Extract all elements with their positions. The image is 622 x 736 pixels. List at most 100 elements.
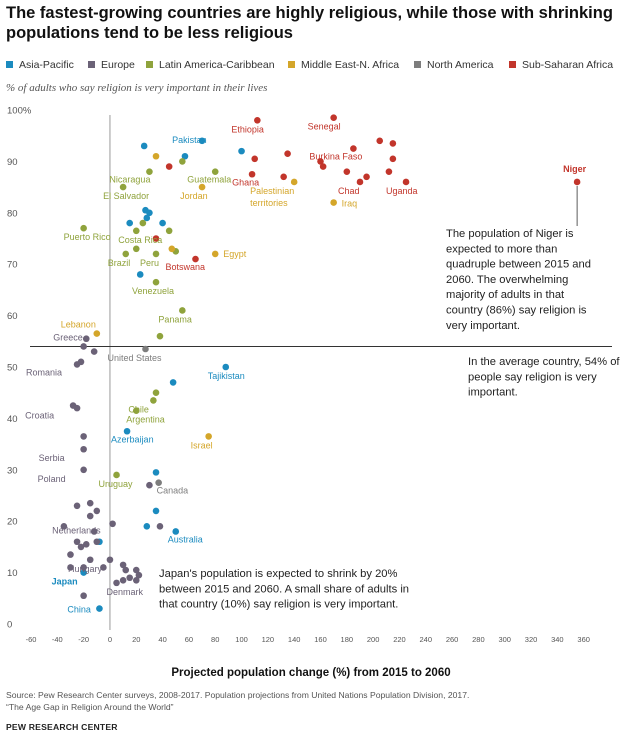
data-point	[168, 245, 176, 253]
data-point	[363, 173, 370, 181]
credit: PEW RESEARCH CENTER	[6, 722, 118, 732]
data-point	[86, 556, 94, 564]
x-tick-label: 300	[498, 635, 511, 644]
data-point	[290, 178, 298, 186]
data-point	[136, 271, 144, 278]
data-point	[143, 214, 151, 222]
legend-swatch	[509, 60, 516, 68]
data-point	[248, 170, 256, 178]
point-label: Lebanon	[61, 320, 96, 330]
x-tick-label: 0	[108, 635, 112, 644]
point-label: Puerto Rico	[64, 232, 111, 242]
x-tick-label: 260	[446, 635, 459, 644]
report-title: “The Age Gap in Religion Around the Worl…	[6, 702, 174, 712]
chart-subtitle: % of adults who say religion is very imp…	[6, 82, 268, 94]
x-tick-label: 180	[341, 635, 354, 644]
point-label: Venezuela	[132, 286, 174, 296]
data-point	[330, 199, 337, 206]
data-point	[67, 551, 74, 558]
data-point	[80, 433, 87, 440]
y-tick-label: 10	[7, 568, 18, 579]
point-label: Senegal	[308, 122, 341, 132]
data-point	[172, 528, 180, 535]
data-point	[152, 278, 160, 286]
point-label: Azerbaijan	[111, 434, 154, 444]
data-point	[73, 404, 81, 412]
y-tick-label: 0	[7, 620, 12, 631]
data-point	[356, 178, 364, 186]
data-point	[93, 507, 101, 515]
data-point	[350, 145, 357, 152]
point-label: Ethiopia	[231, 124, 264, 134]
x-tick-label: 100	[235, 635, 248, 644]
data-point	[82, 541, 90, 548]
chart-title: The fastest-growing countries are highly…	[6, 4, 613, 42]
source-text: Source: Pew Research Center surveys, 200…	[6, 690, 470, 700]
legend-item-middle-east: Middle East-N. Africa	[288, 59, 399, 71]
point-label: Poland	[38, 474, 66, 484]
data-point	[192, 255, 199, 263]
data-point	[73, 361, 81, 368]
point-label: Guatemala	[187, 175, 231, 185]
point-label: Niger	[563, 164, 587, 174]
point-label: China	[67, 605, 91, 615]
data-point	[80, 569, 87, 576]
legend-swatch	[88, 60, 95, 68]
point-label: Nicaragua	[109, 175, 150, 185]
point-label: Romania	[26, 367, 62, 377]
data-point	[238, 147, 245, 155]
data-point	[119, 183, 127, 191]
point-label: Denmark	[107, 587, 144, 597]
data-point	[254, 116, 261, 124]
data-point	[159, 219, 166, 227]
legend-label: Sub-Saharan Africa	[522, 59, 614, 71]
data-point	[82, 335, 90, 343]
point-label: Croatia	[25, 411, 54, 421]
data-point	[169, 379, 177, 386]
legend-item-europe: Europe	[88, 59, 135, 71]
point-label: Panama	[158, 314, 192, 324]
data-point	[122, 250, 130, 258]
data-point	[93, 538, 101, 546]
data-point	[132, 577, 140, 584]
data-point	[123, 427, 131, 435]
point-label: Burkina Faso	[309, 152, 362, 162]
data-point	[143, 523, 151, 530]
data-point	[122, 566, 130, 574]
x-tick-label: 340	[551, 635, 564, 644]
data-point	[142, 345, 149, 353]
data-point	[376, 137, 384, 145]
point-label: Botswana	[165, 262, 205, 272]
data-point	[211, 250, 219, 258]
data-point	[211, 168, 219, 175]
x-tick-label: 280	[472, 635, 485, 644]
point-label: Canada	[157, 486, 189, 496]
point-label: United States	[107, 353, 162, 363]
x-tick-label: 120	[262, 635, 275, 644]
data-point	[80, 564, 87, 571]
y-tick-label: 80	[7, 208, 18, 219]
point-label: Uganda	[386, 186, 418, 196]
point-label: Chad	[338, 186, 360, 196]
point-label: Japan	[52, 577, 78, 587]
legend-item-latin-america: Latin America-Caribbean	[146, 59, 275, 71]
legend-label: Europe	[101, 59, 135, 71]
data-point	[90, 348, 98, 355]
x-tick-label: 200	[367, 635, 380, 644]
data-point	[113, 471, 120, 479]
x-tick-label: 20	[132, 635, 140, 644]
data-point	[77, 543, 85, 551]
legend-label: North America	[427, 59, 494, 71]
point-label: Greece	[53, 333, 83, 343]
y-tick-label: 20	[7, 517, 18, 528]
point-label: Palestinian territories	[250, 186, 294, 208]
x-tick-label: 360	[577, 635, 590, 644]
y-tick-label: 70	[7, 260, 18, 271]
x-tick-label: 240	[420, 635, 433, 644]
data-point	[90, 528, 98, 535]
data-point	[109, 520, 116, 528]
data-point	[96, 605, 103, 612]
point-label: Serbia	[39, 453, 65, 463]
data-point	[402, 178, 410, 186]
data-point	[146, 481, 153, 489]
